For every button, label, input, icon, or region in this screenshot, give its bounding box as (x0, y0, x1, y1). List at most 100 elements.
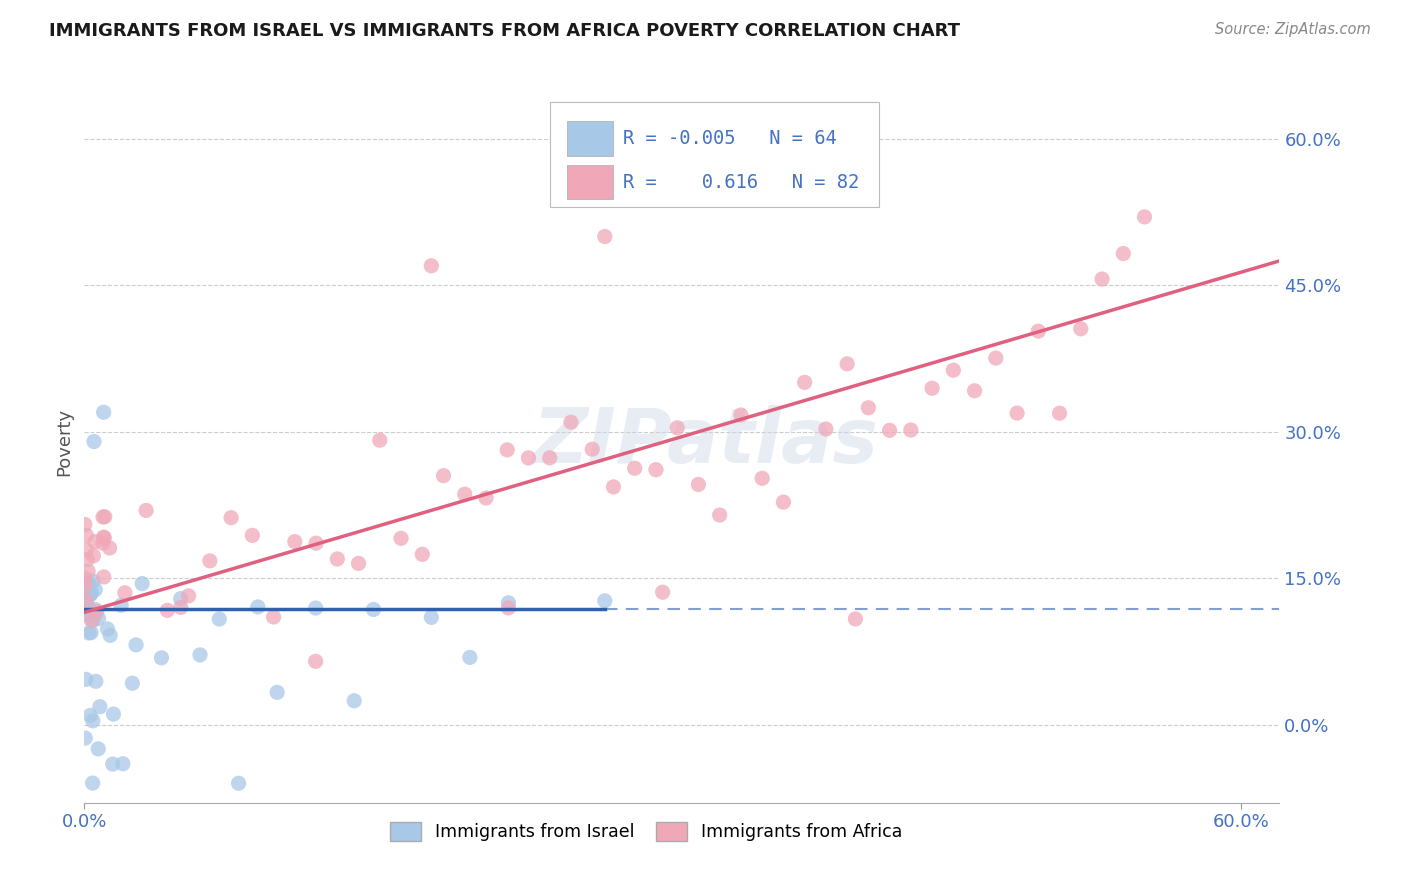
Text: R = -0.005   N = 64: R = -0.005 N = 64 (623, 129, 837, 148)
Point (79, 576, 101, 591)
Point (91, 510, 114, 524)
Point (793, 376, 815, 390)
Point (87, 611, 110, 625)
Point (900, 423, 922, 437)
Point (420, 259, 443, 273)
Point (150, 650, 173, 665)
Point (86, 605, 108, 619)
Point (228, 776, 250, 790)
Point (411, 547, 433, 561)
Point (76, 598, 98, 612)
Point (73, 571, 96, 585)
Point (101, 757, 124, 772)
Point (170, 600, 193, 615)
Point (458, 650, 481, 665)
Point (77, 602, 100, 616)
Point (80, 614, 103, 628)
Point (806, 161, 828, 176)
Legend: Immigrants from Israel, Immigrants from Africa: Immigrants from Israel, Immigrants from … (382, 815, 910, 848)
Point (984, 351, 1007, 365)
Text: IMMIGRANTS FROM ISRAEL VS IMMIGRANTS FROM AFRICA POVERTY CORRELATION CHART: IMMIGRANTS FROM ISRAEL VS IMMIGRANTS FRO… (49, 22, 960, 40)
Point (651, 585, 673, 599)
Point (82, 614, 104, 628)
Point (98, 541, 121, 555)
Point (921, 381, 943, 395)
Point (94, 509, 117, 524)
Point (79, 588, 101, 602)
Point (389, 532, 412, 546)
Point (305, 601, 328, 615)
Point (645, 463, 668, 477)
Point (82, 549, 104, 563)
Point (858, 401, 880, 415)
Point (198, 554, 221, 568)
Point (79, 609, 101, 624)
Point (75, 673, 97, 687)
Point (284, 534, 307, 549)
Point (581, 442, 603, 457)
Point (454, 487, 477, 501)
Text: R =    0.616   N = 82: R = 0.616 N = 82 (623, 173, 859, 192)
Point (93, 530, 115, 544)
Text: Source: ZipAtlas.com: Source: ZipAtlas.com (1215, 22, 1371, 37)
Point (751, 471, 773, 485)
FancyBboxPatch shape (567, 121, 613, 156)
Point (80, 625, 103, 640)
Point (93, 405, 115, 419)
Point (1026, 324, 1049, 338)
Point (87, 742, 110, 756)
Point (84, 602, 107, 616)
Point (121, 676, 143, 690)
Point (363, 602, 385, 616)
Point (76, 600, 98, 615)
Point (1070, 322, 1092, 336)
Point (75, 584, 97, 599)
Y-axis label: Poverty: Poverty (55, 408, 73, 475)
Point (593, 229, 616, 244)
Point (84, 582, 107, 597)
Point (498, 601, 520, 615)
Point (475, 491, 498, 505)
Point (266, 685, 288, 699)
Point (347, 557, 370, 571)
Point (963, 384, 986, 398)
Point (837, 357, 859, 371)
Point (730, 408, 752, 422)
Point (498, 596, 520, 610)
Point (772, 495, 794, 509)
Point (156, 603, 179, 617)
Point (420, 610, 443, 624)
Point (96, 622, 118, 636)
Point (91, 536, 114, 550)
Point (135, 503, 157, 517)
Point (111, 756, 134, 771)
Point (593, 594, 616, 608)
Point (942, 363, 965, 377)
Point (538, 450, 561, 465)
Point (1133, 210, 1156, 224)
Point (814, 422, 837, 436)
Point (1005, 406, 1028, 420)
Point (432, 468, 454, 483)
Point (77, 564, 100, 578)
Point (326, 552, 349, 566)
Point (82, 714, 104, 728)
Point (688, 477, 710, 491)
Point (560, 415, 582, 429)
Point (89, 699, 111, 714)
Point (246, 599, 269, 614)
Point (76, 603, 98, 617)
Point (125, 638, 148, 652)
Point (76, 552, 98, 566)
Point (219, 510, 242, 524)
Point (103, 707, 125, 722)
Point (110, 599, 132, 613)
Point (263, 610, 285, 624)
Point (84, 534, 107, 549)
Point (666, 421, 689, 435)
Point (75, 578, 97, 592)
Point (84, 674, 107, 689)
Point (98, 628, 121, 642)
Point (343, 694, 366, 708)
FancyBboxPatch shape (551, 102, 879, 207)
